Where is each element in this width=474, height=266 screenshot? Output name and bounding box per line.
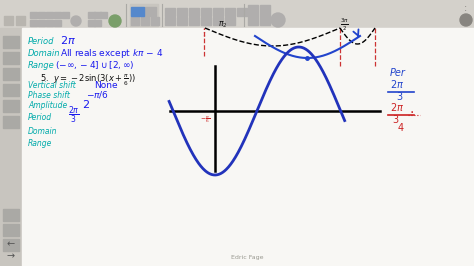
- Bar: [3, 100, 19, 112]
- Text: $2\pi$: $2\pi$: [60, 34, 76, 46]
- Bar: [4, 16, 13, 25]
- Bar: [62, 12, 69, 18]
- Text: $\frac{2\pi}{3}$: $\frac{2\pi}{3}$: [68, 104, 80, 126]
- Text: $\pi_2$: $\pi_2$: [218, 20, 228, 31]
- Bar: [30, 20, 37, 26]
- Text: 3: 3: [396, 92, 402, 102]
- Bar: [16, 16, 25, 25]
- Bar: [94, 20, 101, 26]
- Bar: [46, 20, 53, 26]
- Bar: [38, 20, 45, 26]
- Text: Period: Period: [28, 113, 52, 122]
- Bar: [94, 12, 101, 18]
- Text: 2: 2: [82, 100, 89, 110]
- Bar: [3, 36, 19, 48]
- Text: 3: 3: [392, 115, 398, 125]
- Bar: [177, 17, 187, 25]
- Bar: [248, 5, 258, 25]
- Bar: [3, 68, 19, 80]
- Bar: [201, 8, 211, 16]
- Bar: [165, 17, 175, 25]
- Text: $\frac{3\pi}{2}$: $\frac{3\pi}{2}$: [340, 17, 349, 33]
- Bar: [225, 8, 235, 16]
- Bar: [22, 28, 474, 266]
- Circle shape: [271, 13, 285, 27]
- Bar: [201, 17, 211, 25]
- Bar: [100, 12, 107, 18]
- Text: Range: Range: [28, 139, 52, 148]
- Bar: [141, 17, 149, 25]
- Bar: [54, 12, 61, 18]
- Text: Amplitude: Amplitude: [28, 101, 67, 110]
- Text: None: None: [94, 81, 118, 90]
- Text: ←: ←: [7, 239, 15, 249]
- Bar: [213, 8, 223, 16]
- Bar: [165, 8, 175, 16]
- Text: Domain: Domain: [28, 127, 57, 136]
- Text: :: :: [465, 3, 468, 13]
- Text: $2\pi$: $2\pi$: [390, 101, 404, 113]
- Text: ·: ·: [410, 106, 414, 120]
- Text: $(-\infty, -4] \cup [2, \infty)$: $(-\infty, -4] \cup [2, \infty)$: [55, 59, 135, 71]
- Bar: [3, 84, 19, 96]
- Bar: [145, 7, 156, 16]
- Text: →: →: [7, 251, 15, 261]
- Bar: [0, 0, 474, 28]
- Bar: [46, 12, 53, 18]
- Bar: [54, 20, 61, 26]
- Bar: [237, 8, 247, 16]
- Bar: [3, 239, 19, 251]
- Text: Range: Range: [28, 61, 55, 70]
- Bar: [0, 28, 22, 266]
- Bar: [30, 12, 37, 18]
- Text: Period: Period: [28, 37, 55, 46]
- Text: $-\pi/6$: $-\pi/6$: [86, 89, 109, 101]
- Bar: [260, 5, 270, 25]
- Text: Per: Per: [390, 68, 406, 78]
- Bar: [189, 8, 199, 16]
- Bar: [88, 20, 95, 26]
- Bar: [131, 7, 144, 16]
- Bar: [3, 224, 19, 236]
- Bar: [225, 17, 235, 25]
- Bar: [130, 4, 158, 26]
- Bar: [189, 17, 199, 25]
- Bar: [88, 12, 95, 18]
- Bar: [131, 17, 139, 25]
- Text: 5.  $y = -2\sin(3(x + \frac{\pi}{6}))$: 5. $y = -2\sin(3(x + \frac{\pi}{6}))$: [40, 73, 136, 88]
- Bar: [3, 209, 19, 221]
- Text: Edric Fage: Edric Fage: [231, 255, 263, 260]
- Bar: [213, 17, 223, 25]
- Bar: [151, 17, 159, 25]
- Text: 4: 4: [398, 123, 404, 133]
- Circle shape: [71, 16, 81, 26]
- Text: $2\pi$: $2\pi$: [390, 78, 404, 90]
- Circle shape: [460, 14, 472, 26]
- Bar: [177, 8, 187, 16]
- Text: $-\frac{\pi}{6}$: $-\frac{\pi}{6}$: [200, 114, 210, 125]
- Text: Phase shift: Phase shift: [28, 91, 70, 100]
- Text: Domain: Domain: [28, 49, 61, 58]
- Bar: [38, 12, 45, 18]
- Text: Vertical shift: Vertical shift: [28, 81, 76, 90]
- Bar: [3, 52, 19, 64]
- Text: All reals except $k\pi$ $-$ 4: All reals except $k\pi$ $-$ 4: [60, 47, 164, 60]
- Circle shape: [109, 15, 121, 27]
- Bar: [3, 116, 19, 128]
